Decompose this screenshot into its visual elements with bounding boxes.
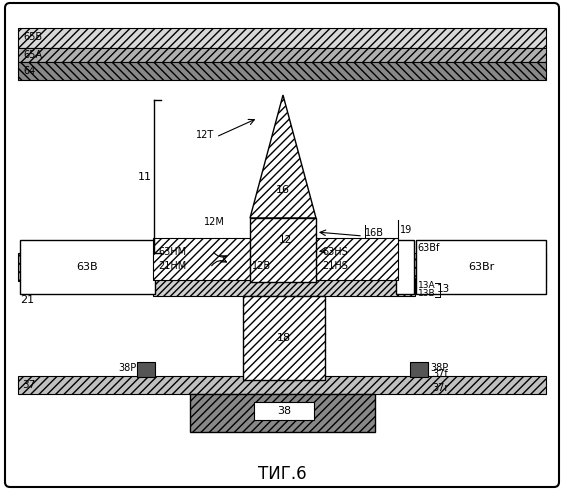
Bar bbox=[250, 218, 316, 282]
Text: 38P: 38P bbox=[430, 363, 448, 373]
Bar bbox=[18, 48, 546, 62]
Bar bbox=[20, 240, 155, 294]
Bar bbox=[410, 362, 428, 377]
Bar bbox=[254, 402, 314, 420]
Text: 38: 38 bbox=[277, 406, 291, 416]
Text: ΤИГ.6: ΤИГ.6 bbox=[258, 465, 306, 483]
Text: 63B: 63B bbox=[76, 262, 98, 272]
Text: 63HS: 63HS bbox=[322, 247, 348, 257]
Text: 12B: 12B bbox=[252, 261, 271, 271]
Text: 21: 21 bbox=[20, 295, 34, 305]
Text: 19: 19 bbox=[400, 225, 412, 235]
Bar bbox=[18, 376, 546, 394]
Bar bbox=[153, 278, 415, 296]
Text: 65B: 65B bbox=[23, 32, 42, 42]
Bar bbox=[153, 238, 250, 280]
Polygon shape bbox=[250, 95, 316, 218]
Text: 21HS: 21HS bbox=[322, 261, 348, 271]
Text: 63Bf: 63Bf bbox=[417, 243, 439, 253]
Bar bbox=[18, 253, 546, 281]
Bar bbox=[316, 238, 398, 280]
Text: 11: 11 bbox=[138, 172, 152, 181]
Text: 64: 64 bbox=[23, 66, 35, 76]
Text: 13A: 13A bbox=[418, 280, 435, 289]
Text: 13: 13 bbox=[437, 284, 450, 294]
Bar bbox=[190, 394, 375, 432]
Text: 21HM: 21HM bbox=[158, 261, 186, 271]
Text: 63Br: 63Br bbox=[468, 262, 494, 272]
Text: 63HM: 63HM bbox=[158, 247, 186, 257]
Text: 12M: 12M bbox=[204, 217, 225, 227]
Text: 13B: 13B bbox=[418, 288, 435, 298]
Bar bbox=[416, 240, 546, 294]
Bar bbox=[243, 296, 325, 380]
Bar bbox=[396, 240, 414, 294]
Text: 37: 37 bbox=[22, 380, 35, 390]
Text: 37f: 37f bbox=[432, 369, 448, 379]
Bar bbox=[18, 62, 546, 80]
Text: 12T: 12T bbox=[196, 130, 214, 140]
Bar bbox=[18, 28, 546, 48]
Text: 18: 18 bbox=[277, 333, 291, 343]
Text: 38P: 38P bbox=[118, 363, 136, 373]
Bar bbox=[137, 362, 155, 377]
Text: 12: 12 bbox=[279, 235, 292, 245]
Text: 37r: 37r bbox=[432, 383, 448, 393]
FancyBboxPatch shape bbox=[5, 3, 559, 487]
Text: 16B: 16B bbox=[365, 228, 384, 238]
Text: 65A: 65A bbox=[23, 50, 42, 60]
Text: 16: 16 bbox=[276, 185, 290, 195]
